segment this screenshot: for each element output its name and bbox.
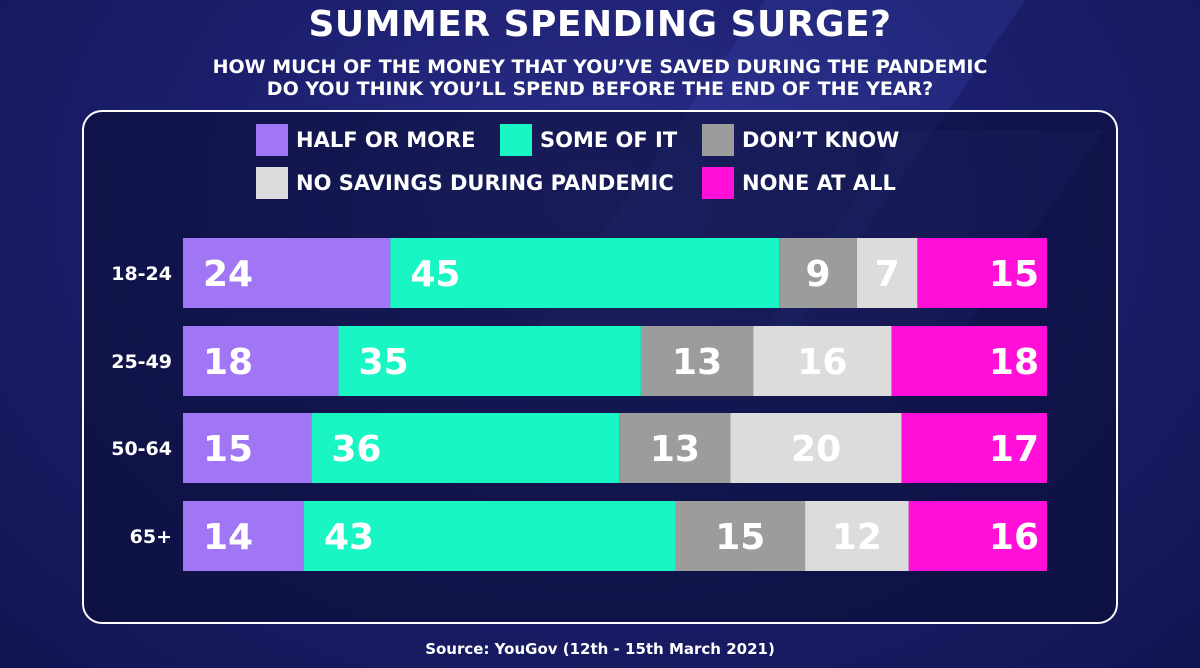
data-label-none-at-all-18-24: 15 <box>989 254 1039 295</box>
category-label-50-64: 50-64 <box>111 438 172 460</box>
data-label-none-at-all-65: 16 <box>989 517 1039 558</box>
legend-label-dont-know: DON’T KNOW <box>742 128 900 152</box>
data-label-no-savings-during-pandemic-65: 12 <box>832 517 882 558</box>
data-label-none-at-all-25-49: 18 <box>989 342 1039 383</box>
bar-no-savings-during-pandemic-65 <box>805 501 909 571</box>
data-label-half-or-more-50-64: 15 <box>203 429 253 470</box>
bar-none-at-all-25-49 <box>891 326 1047 396</box>
data-label-don-t-know-65: 15 <box>715 517 765 558</box>
legend-item-dont-know: DON’T KNOW <box>702 124 899 156</box>
data-label-don-t-know-18-24: 9 <box>806 254 831 295</box>
bar-none-at-all-65 <box>908 501 1047 571</box>
bar-half-or-more-65 <box>183 501 304 571</box>
legend-swatch-none-at-all <box>702 167 734 199</box>
data-label-some-of-it-18-24: 45 <box>410 254 460 295</box>
legend-label-some-of-it: SOME OF IT <box>540 128 678 152</box>
chart-title: SUMMER SPENDING SURGE? <box>308 4 892 45</box>
bar-some-of-it-25-49 <box>338 326 641 396</box>
bar-half-or-more-50-64 <box>183 413 312 483</box>
bar-don-t-know-50-64 <box>619 413 731 483</box>
bar-some-of-it-50-64 <box>311 413 620 483</box>
data-label-some-of-it-50-64: 36 <box>331 429 381 470</box>
legend-label-half-or-more: HALF OR MORE <box>296 128 476 152</box>
legend-item-no-savings: NO SAVINGS DURING PANDEMIC <box>256 167 674 199</box>
data-label-don-t-know-25-49: 13 <box>672 342 722 383</box>
data-label-some-of-it-65: 43 <box>324 517 374 558</box>
bar-none-at-all-50-64 <box>901 413 1047 483</box>
data-label-none-at-all-50-64: 17 <box>989 429 1039 470</box>
bar-no-savings-during-pandemic-18-24 <box>856 238 918 308</box>
category-label-25-49: 25-49 <box>111 351 172 373</box>
data-label-half-or-more-65: 14 <box>203 517 253 558</box>
data-label-no-savings-during-pandemic-50-64: 20 <box>791 429 841 470</box>
legend-item-half-or-more: HALF OR MORE <box>256 124 475 156</box>
legend-swatch-half-or-more <box>256 124 288 156</box>
bar-don-t-know-18-24 <box>779 238 857 308</box>
data-label-half-or-more-18-24: 24 <box>203 254 253 295</box>
bar-some-of-it-65 <box>303 501 676 571</box>
bar-no-savings-during-pandemic-50-64 <box>730 413 902 483</box>
legend-swatch-dont-know <box>702 124 734 156</box>
subtitle-line-2: DO YOU THINK YOU’LL SPEND BEFORE THE END… <box>266 78 934 100</box>
data-label-some-of-it-25-49: 35 <box>359 342 409 383</box>
data-label-no-savings-during-pandemic-25-49: 16 <box>797 342 847 383</box>
legend-label-no-savings: NO SAVINGS DURING PANDEMIC <box>296 171 674 195</box>
bar-half-or-more-18-24 <box>183 238 391 308</box>
bar-half-or-more-25-49 <box>183 326 339 396</box>
data-label-don-t-know-50-64: 13 <box>650 429 700 470</box>
subtitle-line-1: HOW MUCH OF THE MONEY THAT YOU’VE SAVED … <box>212 56 988 78</box>
legend-item-some-of-it: SOME OF IT <box>500 124 677 156</box>
legend-label-none-at-all: NONE AT ALL <box>742 171 896 195</box>
category-label-65: 65+ <box>130 526 172 548</box>
bar-don-t-know-25-49 <box>640 326 754 396</box>
data-label-no-savings-during-pandemic-18-24: 7 <box>875 254 900 295</box>
source-note: Source: YouGov (12th - 15th March 2021) <box>425 640 775 658</box>
bar-don-t-know-65 <box>675 501 806 571</box>
bar-no-savings-during-pandemic-25-49 <box>753 326 892 396</box>
chart-subtitle: HOW MUCH OF THE MONEY THAT YOU’VE SAVED … <box>0 56 1200 100</box>
data-label-half-or-more-25-49: 18 <box>203 342 253 383</box>
bar-none-at-all-18-24 <box>917 238 1047 308</box>
bar-some-of-it-18-24 <box>390 238 780 308</box>
category-label-18-24: 18-24 <box>111 263 172 285</box>
legend-item-none-at-all: NONE AT ALL <box>702 167 896 199</box>
legend-swatch-some-of-it <box>500 124 532 156</box>
legend-swatch-no-savings <box>256 167 288 199</box>
